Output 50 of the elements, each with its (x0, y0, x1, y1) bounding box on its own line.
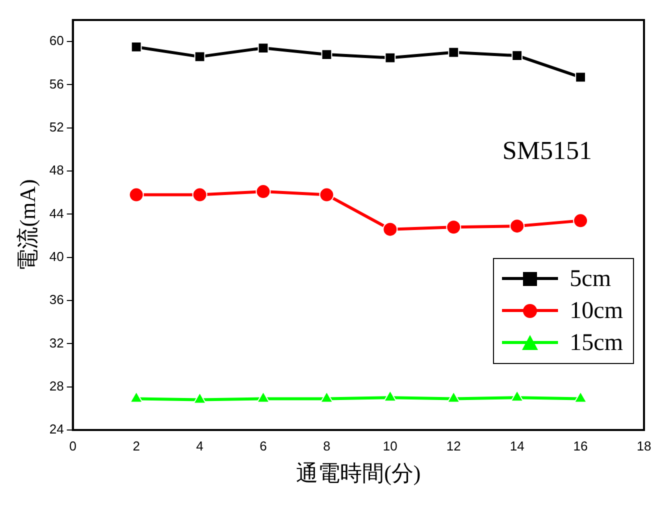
x-tick-label: 2 (132, 438, 140, 454)
point (382, 222, 398, 237)
point (130, 42, 142, 52)
point (384, 52, 396, 64)
x-tick-label: 16 (573, 438, 588, 454)
y-tick-label: 28 (49, 378, 64, 394)
legend-label: 10cm (570, 298, 623, 324)
point (194, 51, 206, 62)
point (258, 42, 269, 54)
x-tick-label: 6 (260, 438, 267, 454)
point (192, 187, 208, 202)
x-axis-title: 通電時間(分) (296, 460, 421, 486)
y-tick-label: 48 (49, 162, 64, 178)
x-tick-label: 4 (196, 438, 204, 454)
point (319, 187, 334, 202)
point (448, 46, 460, 58)
y-tick-label: 36 (49, 292, 64, 308)
y-tick-label: 40 (49, 248, 64, 264)
point (256, 391, 270, 403)
y-tick-label: 52 (49, 119, 64, 134)
point (446, 220, 462, 235)
point (510, 390, 524, 402)
point (575, 72, 586, 83)
point (193, 392, 206, 404)
point (512, 50, 523, 62)
legend-label: 15cm (570, 330, 623, 356)
point (320, 391, 334, 403)
x-tick-label: 18 (636, 438, 652, 454)
legend-label: 5cm (570, 266, 611, 292)
point (321, 49, 332, 60)
point (573, 213, 588, 228)
point (384, 390, 397, 402)
y-axis-title: 電流(mA) (14, 179, 40, 271)
y-tick-label: 56 (49, 76, 64, 92)
x-tick-label: 12 (446, 438, 461, 454)
point (128, 187, 144, 202)
point (447, 391, 460, 403)
x-tick-label: 10 (382, 438, 398, 454)
y-tick-label: 60 (49, 33, 64, 48)
point (510, 218, 525, 234)
x-tick-label: 14 (510, 438, 524, 454)
x-tick-label: 0 (69, 438, 76, 454)
y-tick-label: 32 (49, 335, 64, 350)
point (130, 391, 143, 403)
x-tick-label: 8 (323, 438, 330, 454)
annotation: SM5151 (502, 136, 592, 165)
y-tick-label: 24 (49, 422, 64, 437)
point (256, 184, 271, 200)
y-tick-label: 44 (49, 206, 64, 221)
point (574, 391, 588, 403)
